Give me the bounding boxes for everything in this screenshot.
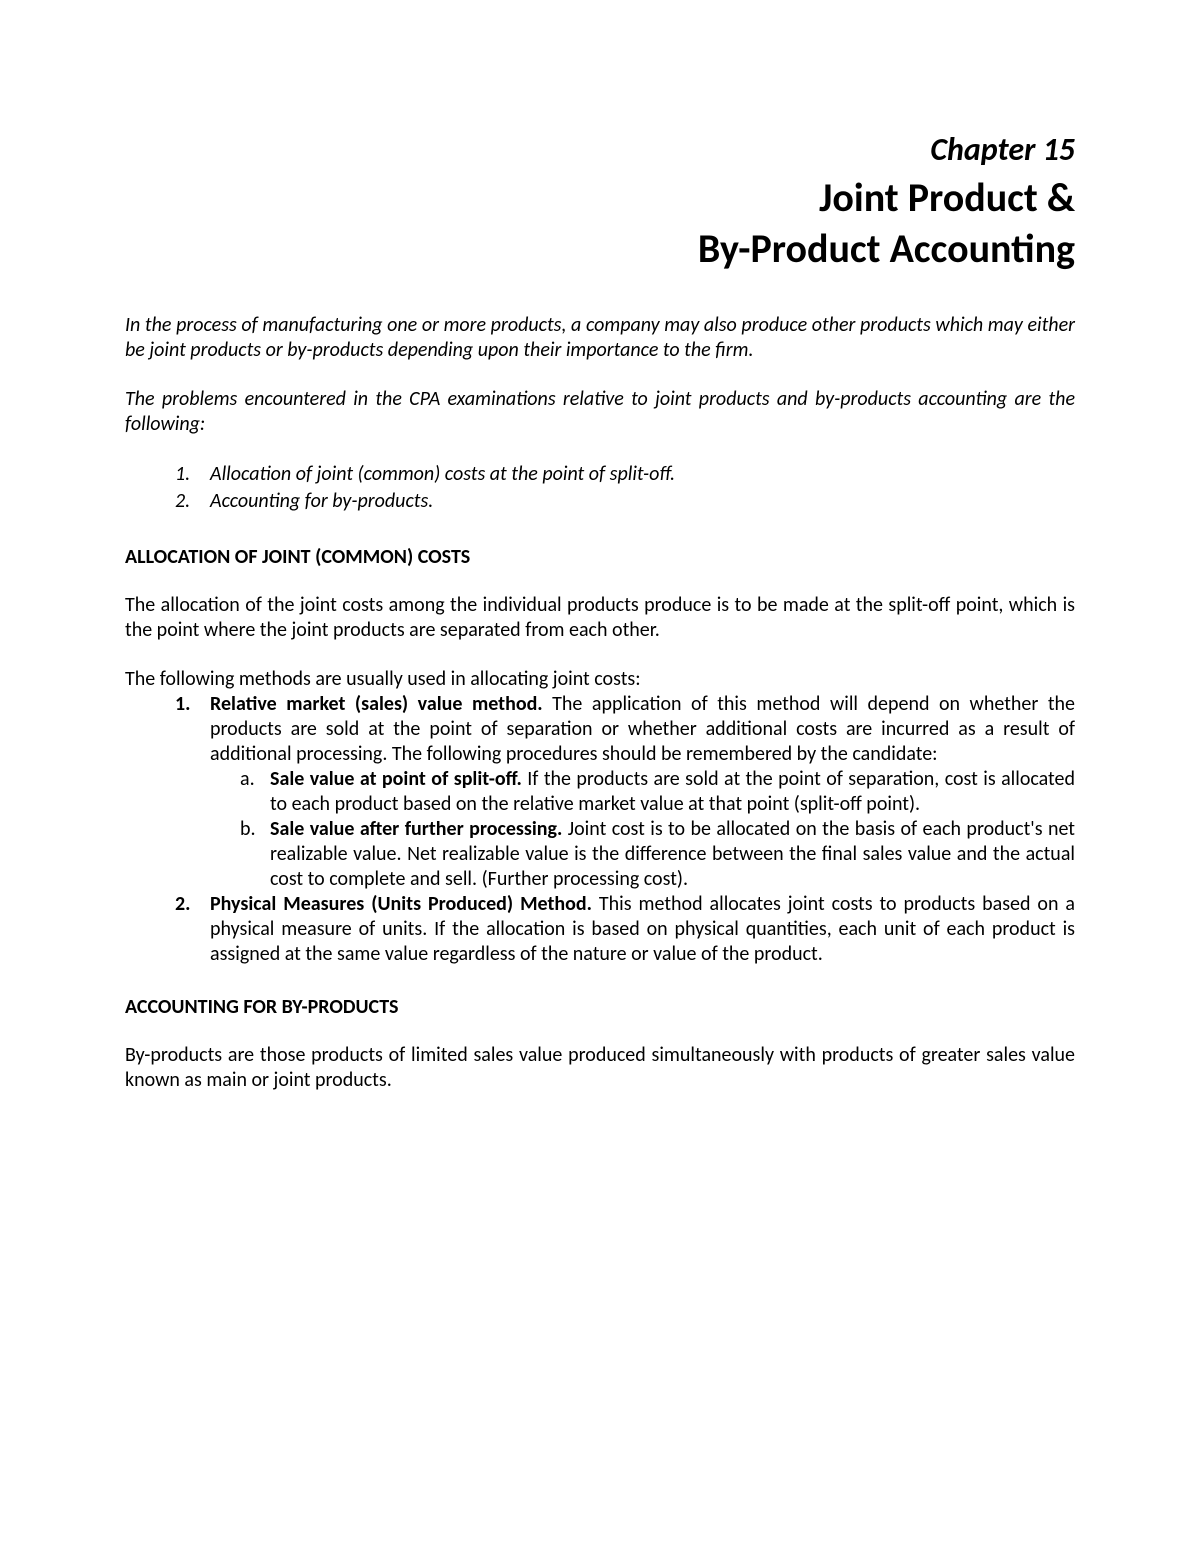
problem-item-2-text: Accounting for by-products. bbox=[210, 489, 433, 513]
method-1-sub-b: b. Sale value after further processing. … bbox=[240, 817, 1075, 892]
allocation-paragraph-1: The allocation of the joint costs among … bbox=[125, 593, 1075, 643]
sub-b-lead: Sale value after further processing. bbox=[270, 817, 562, 841]
page-title-line2: By-Product Accounting bbox=[125, 224, 1075, 273]
method-1-sub-a: a. Sale value at point of split-off. If … bbox=[240, 767, 1075, 817]
problems-list: 1. Allocation of joint (common) costs at… bbox=[175, 461, 1075, 515]
sub-a-lead: Sale value at point of split-off. bbox=[270, 767, 522, 791]
method-1-sublist: a. Sale value at point of split-off. If … bbox=[240, 767, 1075, 892]
method-item-2: 2. Physical Measures (Units Produced) Me… bbox=[175, 892, 1075, 967]
chapter-label: Chapter 15 bbox=[125, 130, 1075, 169]
section-heading-byproducts: ACCOUNTING FOR BY-PRODUCTS bbox=[125, 995, 1075, 1019]
problem-item-2: 2. Accounting for by-products. bbox=[175, 488, 1075, 515]
methods-intro: The following methods are usually used i… bbox=[125, 667, 1075, 692]
intro-paragraph-1: In the process of manufacturing one or m… bbox=[125, 313, 1075, 363]
methods-list: 1. Relative market (sales) value method.… bbox=[175, 692, 1075, 967]
sub-a-letter: a. bbox=[240, 767, 255, 792]
method-1-lead: Relative market (sales) value method. bbox=[210, 692, 543, 716]
page-title-line1: Joint Product & bbox=[125, 173, 1075, 222]
problem-item-1: 1. Allocation of joint (common) costs at… bbox=[175, 461, 1075, 488]
method-item-1: 1. Relative market (sales) value method.… bbox=[175, 692, 1075, 892]
method-2-lead: Physical Measures (Units Produced) Metho… bbox=[210, 892, 592, 916]
intro-paragraph-2: The problems encountered in the CPA exam… bbox=[125, 387, 1075, 437]
byproducts-paragraph-1: By-products are those products of limite… bbox=[125, 1043, 1075, 1093]
problem-item-1-number: 1. bbox=[175, 461, 190, 488]
method-1-number: 1. bbox=[175, 692, 190, 717]
sub-b-letter: b. bbox=[240, 817, 256, 842]
section-heading-allocation: ALLOCATION OF JOINT (COMMON) COSTS bbox=[125, 545, 1075, 569]
method-2-number: 2. bbox=[175, 892, 190, 917]
problem-item-1-text: Allocation of joint (common) costs at th… bbox=[210, 462, 675, 486]
problem-item-2-number: 2. bbox=[175, 488, 190, 515]
